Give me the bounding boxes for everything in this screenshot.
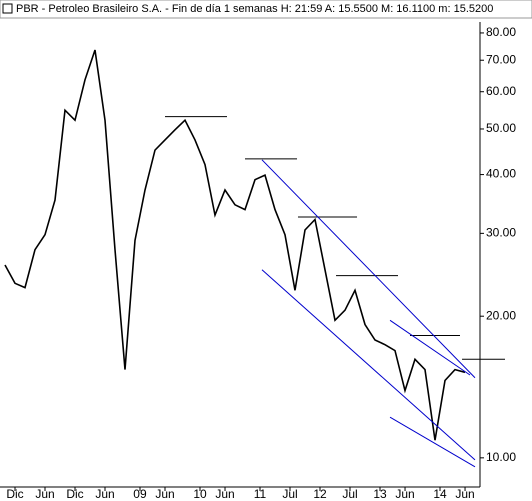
chart-title: PBR - Petroleo Brasileiro S.A. - Fin de …: [16, 3, 493, 15]
x-tick-label: Dic: [6, 487, 23, 501]
trend-line: [261, 159, 476, 379]
x-tick-label: Jun: [95, 487, 114, 501]
x-tick-label: Jun: [155, 487, 174, 501]
y-tick-label: 40.00: [486, 167, 516, 181]
y-tick-label: 70.00: [486, 52, 516, 66]
y-tick-label: 10.00: [486, 450, 516, 464]
x-tick-label: 12: [313, 487, 327, 501]
price-line: [4, 49, 466, 441]
x-tick-label: Jun: [215, 487, 234, 501]
x-tick-label: 09: [133, 487, 147, 501]
x-tick-label: Jul: [342, 487, 357, 501]
x-tick-label: 11: [254, 487, 267, 501]
y-tick-label: 20.00: [486, 308, 516, 322]
x-tick-label: Dic: [66, 487, 83, 501]
x-tick-label: Jun: [395, 487, 414, 501]
chart-icon: [2, 3, 13, 14]
y-tick-label: 80.00: [486, 25, 516, 39]
x-tick-label: 14: [433, 487, 447, 501]
x-tick-label: Jun: [35, 487, 54, 501]
header-bar: [0, 0, 532, 19]
y-tick-label: 60.00: [486, 84, 516, 98]
x-tick-label: Jul: [282, 487, 297, 501]
x-tick-label: Jun: [455, 487, 474, 501]
trend-line: [389, 416, 476, 468]
y-tick-label: 50.00: [486, 121, 516, 135]
y-tick-label: 30.00: [486, 226, 516, 240]
x-tick-label: 13: [373, 487, 387, 501]
trend-line: [389, 319, 471, 376]
trend-line: [261, 269, 476, 461]
x-tick-label: 10: [193, 487, 207, 501]
